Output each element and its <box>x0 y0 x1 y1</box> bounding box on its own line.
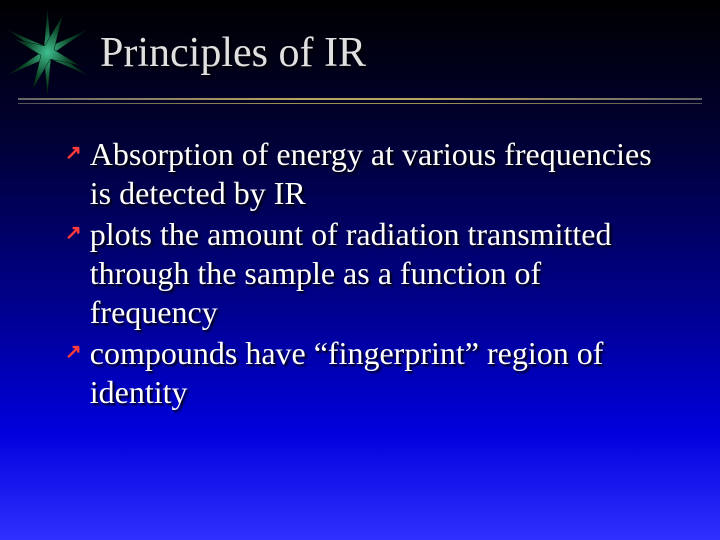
arrow-icon: ↗ <box>65 334 82 370</box>
title-row: Principles of IR <box>0 0 720 95</box>
slide-title: Principles of IR <box>100 29 366 77</box>
list-item: ↗ compounds have “fingerprint” region of… <box>65 334 675 412</box>
arrow-icon: ↗ <box>65 135 82 171</box>
bullet-list: ↗ Absorption of energy at various freque… <box>65 135 675 414</box>
slide-container: Principles of IR ↗ Absorption of energy … <box>0 0 720 540</box>
bullet-text: plots the amount of radiation transmitte… <box>90 215 675 332</box>
list-item: ↗ plots the amount of radiation transmit… <box>65 215 675 332</box>
arrow-icon: ↗ <box>65 215 82 251</box>
title-underline <box>18 98 702 104</box>
bullet-text: compounds have “fingerprint” region of i… <box>90 334 675 412</box>
list-item: ↗ Absorption of energy at various freque… <box>65 135 675 213</box>
starburst-icon <box>5 10 90 95</box>
bullet-text: Absorption of energy at various frequenc… <box>90 135 675 213</box>
